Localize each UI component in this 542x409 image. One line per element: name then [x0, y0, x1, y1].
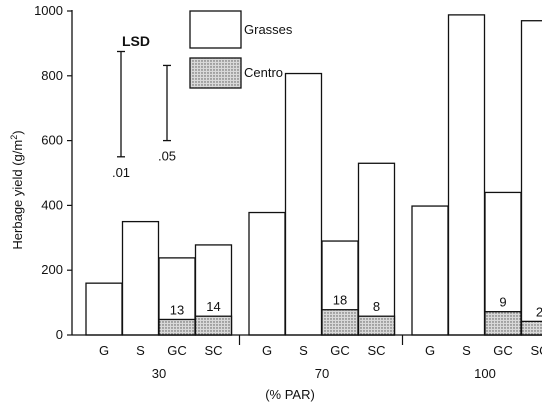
centro-percent-label: 9: [499, 295, 506, 310]
x-tick-label: SC: [530, 343, 542, 358]
bar-centro-30-gc: [158, 318, 196, 336]
x-tick-label: G: [262, 343, 272, 358]
y-tick-label: 800: [41, 68, 63, 83]
bar-grasses-70-g: [248, 211, 286, 336]
x-tick-label: S: [462, 343, 471, 358]
bar-grasses-100-s: [447, 14, 486, 336]
x-tick-label: G: [425, 343, 435, 358]
x-tick-label: SC: [204, 343, 222, 358]
bar-centro-100-sc: [520, 320, 542, 336]
legend-label-grasses: Grasses: [244, 22, 293, 37]
centro-percent-label: 2: [536, 304, 542, 319]
lsd-title: LSD: [122, 33, 150, 49]
group-label: 100: [474, 366, 496, 381]
y-axis-label-superscript: 2: [9, 135, 19, 140]
legend-label-centro: Centro: [244, 65, 283, 80]
x-tick-label: GC: [330, 343, 350, 358]
centro-percent-label: 8: [373, 299, 380, 314]
x-axis-label: (% PAR): [265, 387, 315, 402]
lsd-bars: .01 .05: [112, 50, 176, 180]
legend-swatch-centro: [189, 57, 242, 89]
x-tick-label: GC: [493, 343, 513, 358]
axes: [71, 10, 542, 336]
centro-percent-labels: 13 14 18 8 9 2: [170, 293, 542, 320]
lsd-label: .05: [158, 149, 176, 164]
bar-centro-100-gc: [484, 311, 522, 336]
lsd-annotation: LSD .01 .05: [112, 33, 176, 180]
legend-swatch-grasses: [189, 10, 242, 49]
y-tick-label: 400: [41, 197, 63, 212]
bar-grasses-100-g: [411, 205, 449, 336]
lsd-label: .01: [112, 165, 130, 180]
y-tick-label: 600: [41, 133, 63, 148]
x-tick-label: G: [99, 343, 109, 358]
y-axis-label: Herbage yield (g/m2): [9, 130, 25, 249]
y-tick-label: 200: [41, 262, 63, 277]
y-axis-label-close: ): [10, 130, 25, 134]
legend: Grasses Centro: [189, 10, 293, 89]
bars-layer: [85, 14, 542, 336]
bar-grasses-30-s: [121, 220, 160, 336]
y-tick-label: 1000: [34, 3, 63, 18]
centro-percent-label: 18: [333, 293, 347, 308]
bar-grasses-70-sc: [357, 162, 396, 336]
centro-percent-label: 13: [170, 302, 184, 317]
x-tick-label: S: [299, 343, 308, 358]
x-ticks: G S GC SC 30 G S GC SC 70 G S GC SC 100: [99, 335, 542, 381]
bar-grasses-70-s: [284, 72, 323, 336]
group-label: 30: [152, 366, 166, 381]
centro-percent-label: 14: [206, 299, 220, 314]
x-tick-label: S: [136, 343, 145, 358]
y-ticks: 0 200 400 600 800 1000: [34, 3, 72, 342]
y-axis-label-main: Herbage yield (g/m: [10, 140, 25, 250]
x-tick-label: SC: [367, 343, 385, 358]
x-tick-label: GC: [167, 343, 187, 358]
y-tick-label: 0: [56, 327, 63, 342]
bar-centro-70-gc: [321, 309, 359, 336]
group-label: 70: [315, 366, 329, 381]
bar-grasses-30-g: [85, 282, 123, 336]
bar-grasses-100-sc: [520, 20, 542, 336]
bar-centro-70-sc: [357, 315, 396, 336]
bar-centro-30-sc: [194, 315, 233, 336]
